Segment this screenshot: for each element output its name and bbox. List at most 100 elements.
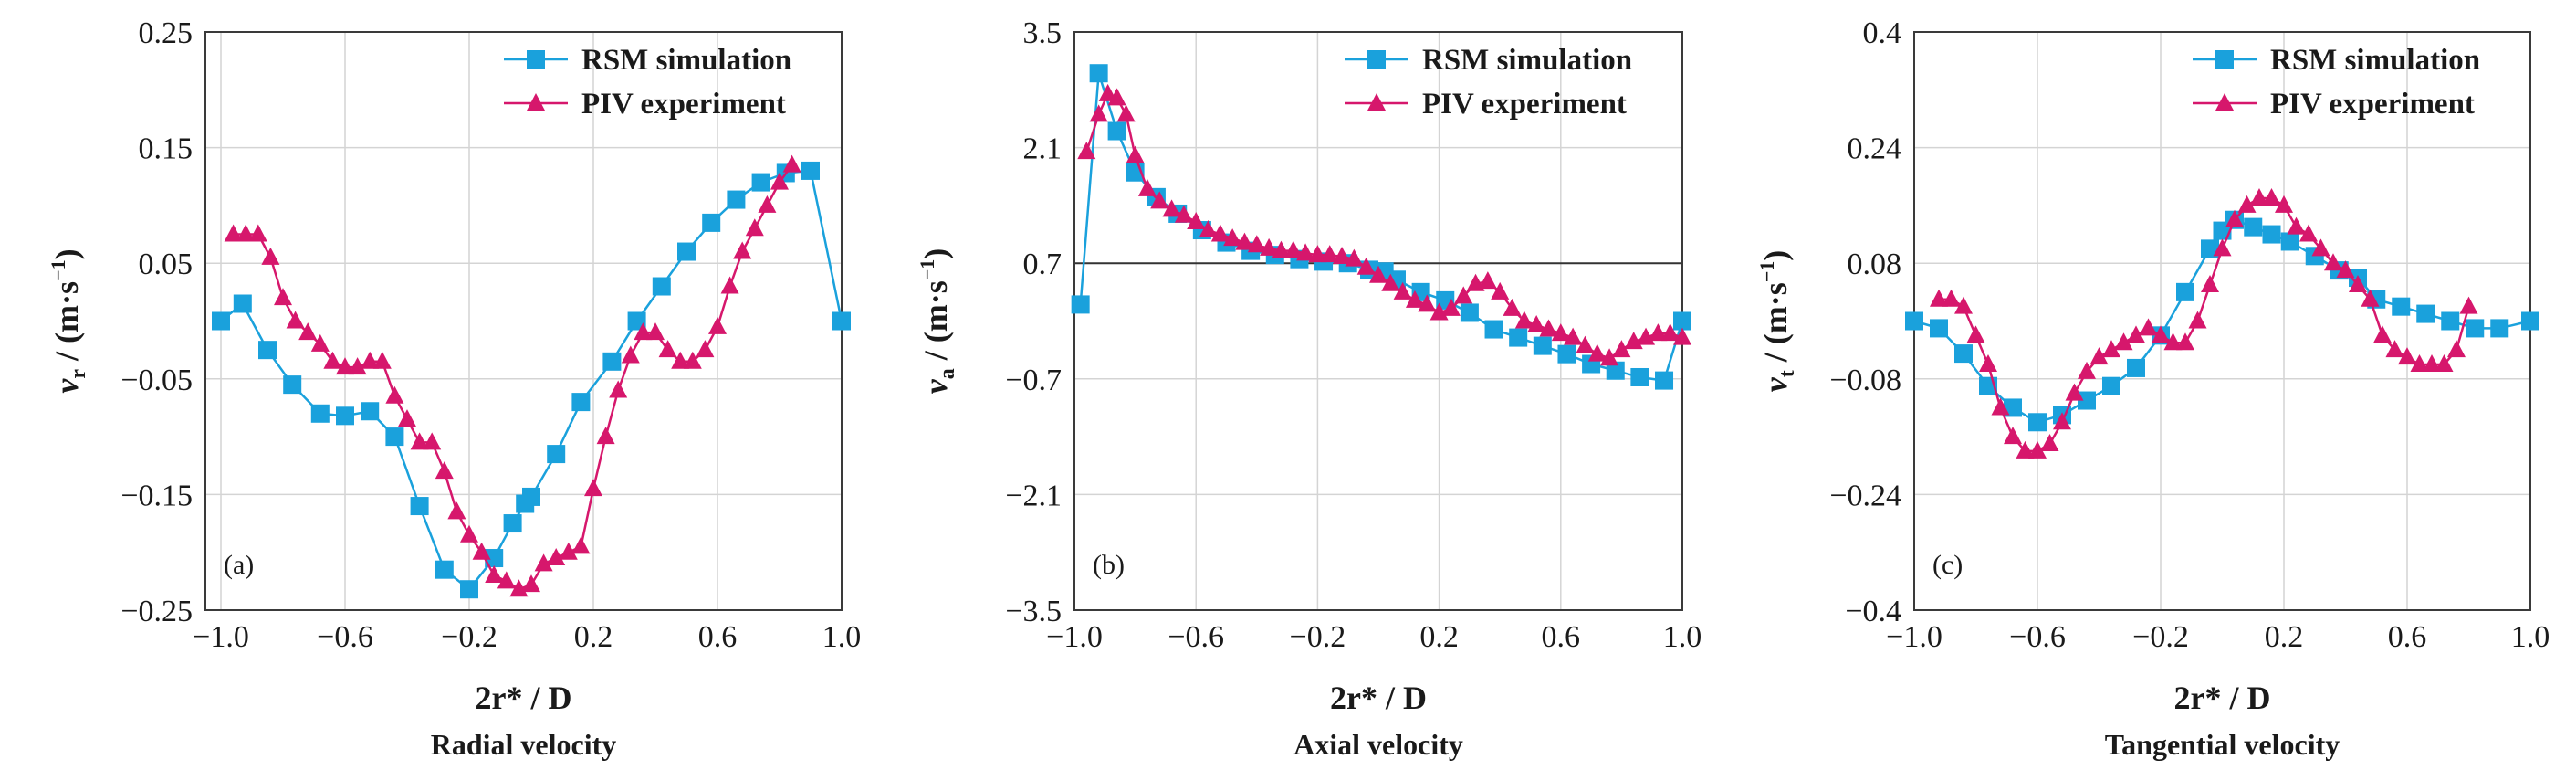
data-point	[2336, 260, 2355, 279]
data-point	[2275, 195, 2293, 213]
chart-caption: Axial velocity	[1293, 728, 1463, 761]
data-point	[1369, 265, 1387, 283]
data-point	[2028, 413, 2047, 432]
data-point	[1539, 319, 1558, 337]
y-tick-label: 0.15	[139, 132, 194, 166]
data-point	[283, 375, 302, 395]
data-point	[1235, 232, 1254, 250]
data-point	[323, 351, 342, 369]
data-point	[1260, 237, 1279, 256]
legend-entry: RSM simulation	[1345, 44, 1632, 77]
chart-caption: Radial velocity	[431, 728, 617, 761]
data-point	[336, 357, 354, 375]
data-point	[336, 406, 354, 426]
y-tick-label: 0.05	[139, 248, 194, 281]
data-point	[2188, 311, 2207, 329]
y-tick-label: 3.5	[1023, 16, 1063, 50]
data-point	[398, 409, 416, 427]
data-point	[2280, 232, 2299, 251]
data-point	[2447, 340, 2466, 358]
data-point	[1600, 348, 1619, 366]
data-point	[1930, 289, 1948, 307]
data-point	[1308, 245, 1327, 263]
data-point	[634, 322, 653, 341]
data-point	[547, 548, 566, 566]
data-point	[1484, 320, 1503, 339]
data-point	[2466, 319, 2485, 338]
data-point	[2213, 238, 2232, 257]
y-axis-label: va / (m·s−1)	[916, 248, 959, 395]
data-point	[2004, 427, 2022, 445]
data-point	[571, 536, 591, 554]
data-point	[1107, 88, 1126, 106]
data-point	[224, 224, 243, 242]
data-point	[2237, 195, 2257, 213]
data-point	[671, 351, 690, 369]
data-point	[472, 542, 491, 560]
data-point	[2244, 217, 2263, 237]
x-tick-label: 0.2	[1419, 620, 1459, 654]
data-point	[708, 316, 727, 334]
data-point	[1089, 104, 1108, 122]
data-point	[2392, 297, 2411, 316]
legend-label: RSM simulation	[581, 44, 791, 77]
data-point	[286, 311, 305, 329]
x-tick-label: −0.6	[317, 620, 373, 654]
data-point	[1089, 64, 1108, 83]
data-point	[770, 172, 789, 190]
data-point	[621, 345, 640, 364]
data-point	[258, 341, 277, 360]
data-point	[559, 542, 578, 560]
data-point	[602, 352, 622, 371]
data-point	[1491, 281, 1510, 300]
data-point	[1478, 271, 1497, 290]
data-point	[1333, 246, 1352, 264]
data-point	[310, 404, 330, 423]
chart-panel-3: −1.0 −0.6 −0.2 0.2 0.6 1.0 −0.4 −0.24 −0.08 0.08 0…	[1755, 16, 2550, 761]
data-point	[2078, 391, 2096, 410]
y-tick-label: −0.25	[120, 595, 193, 628]
data-point	[435, 560, 454, 579]
y-tick-label: −0.15	[120, 479, 193, 512]
data-point	[2176, 282, 2194, 301]
series-piv-experiment	[1930, 187, 2478, 459]
data-point	[1576, 335, 1595, 353]
legend-marker	[1367, 50, 1386, 69]
data-point	[609, 380, 628, 398]
data-point	[2225, 209, 2244, 227]
data-point	[1272, 240, 1291, 258]
data-point	[447, 501, 466, 520]
data-point	[2459, 296, 2478, 314]
x-tick-label: −1.0	[1886, 620, 1942, 654]
x-tick-label: 0.2	[574, 620, 613, 654]
panel-label: (a)	[224, 550, 254, 580]
data-point	[1630, 367, 1649, 386]
legend-entry: PIV experiment	[504, 88, 786, 121]
data-point	[1649, 323, 1668, 342]
data-point	[1587, 343, 1607, 362]
data-point	[212, 311, 230, 331]
data-point	[1606, 361, 1625, 380]
x-tick-label: −0.2	[441, 620, 497, 654]
data-point	[596, 427, 615, 445]
data-point	[1533, 336, 1552, 355]
data-point	[1107, 121, 1126, 141]
data-point	[361, 351, 380, 369]
data-point	[1320, 245, 1339, 263]
legend-label: PIV experiment	[2270, 88, 2475, 121]
data-point	[2139, 318, 2158, 336]
data-point	[361, 402, 380, 421]
legend-marker	[1367, 93, 1386, 111]
data-point	[2311, 238, 2330, 257]
data-point	[727, 190, 746, 209]
data-point	[1137, 178, 1157, 196]
data-point	[584, 479, 602, 497]
data-point	[2299, 224, 2318, 242]
data-point	[1991, 397, 2010, 416]
data-point	[423, 432, 442, 450]
data-point	[1162, 199, 1181, 217]
data-point	[503, 514, 522, 533]
x-tick-label: 1.0	[822, 620, 862, 654]
x-axis-label: 2r* / D	[1330, 680, 1427, 716]
data-point	[2349, 274, 2367, 292]
